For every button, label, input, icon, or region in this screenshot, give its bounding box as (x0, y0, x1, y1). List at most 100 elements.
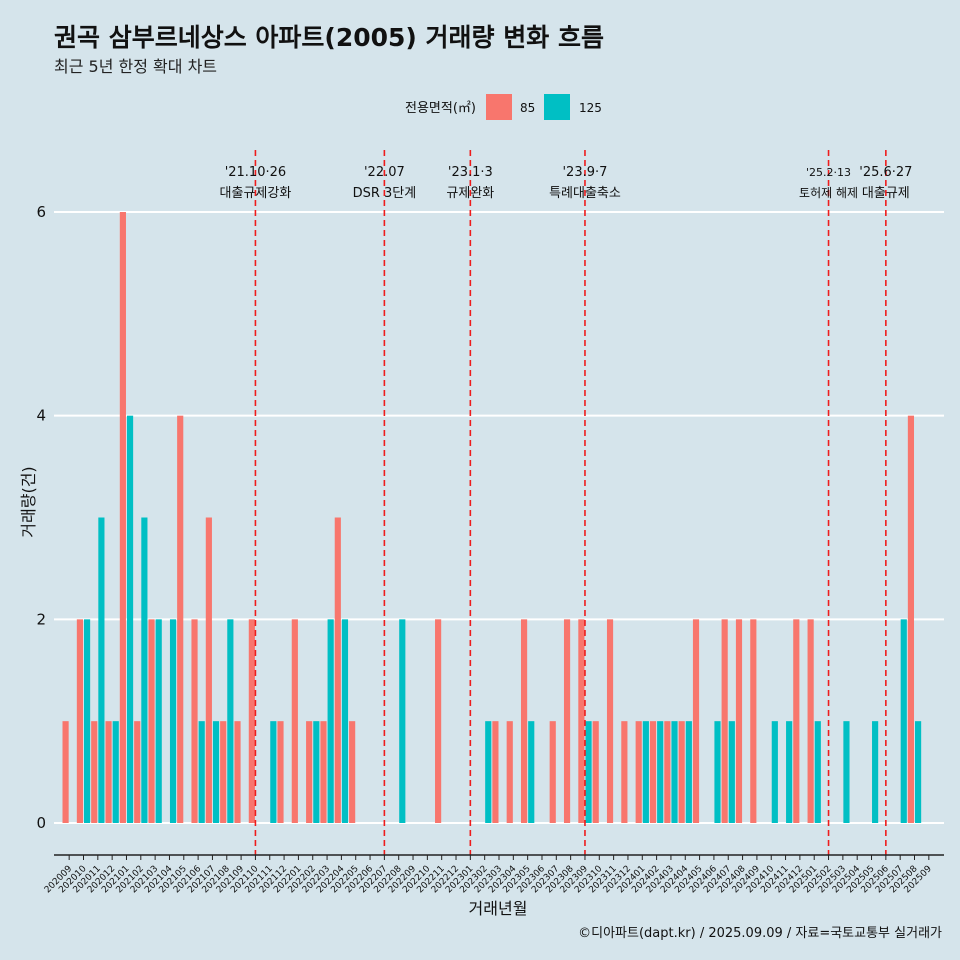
bar-85-202305 (520, 619, 528, 823)
source-caption: ©디아파트(dapt.kr) / 2025.09.09 / 자료=국토교통부 실… (578, 926, 942, 941)
bar-125-202111 (270, 721, 277, 823)
x-axis: 2020092020102020112020122021012021022021… (43, 854, 944, 895)
bar-85-202110 (248, 619, 255, 823)
bar-85-202202 (306, 721, 313, 823)
bar-125-202505 (872, 721, 879, 823)
bar-125-202402 (657, 721, 664, 823)
bar-125-202011 (98, 517, 105, 823)
bar-85-202106 (191, 619, 198, 823)
bar-125-202503 (843, 721, 850, 823)
bar-85-202412 (793, 619, 800, 823)
bar-85-202408 (735, 619, 743, 823)
bars (62, 212, 922, 823)
legend-swatch-85 (486, 94, 512, 120)
bar-85-202009 (62, 721, 69, 823)
bar-85-202012 (105, 721, 112, 823)
bar-85-202304 (506, 721, 513, 823)
bar-125-202406 (714, 721, 721, 823)
bar-85-202308 (563, 619, 571, 823)
bar-85-202109 (234, 721, 241, 823)
bar-125-202102 (141, 517, 148, 823)
bar-125-202010 (83, 619, 91, 823)
bar-85-202108 (220, 721, 227, 823)
bar-85-202309 (578, 619, 585, 823)
bar-85-202107 (205, 517, 212, 823)
bar-125-202104 (169, 619, 177, 823)
bar-125-202302 (485, 721, 492, 823)
event-lines (254, 150, 887, 855)
bar-85-202312 (621, 721, 628, 823)
legend-label-125: 125 (579, 101, 602, 115)
bar-125-202508 (915, 721, 922, 823)
y-tick-label: 6 (36, 203, 46, 221)
y-tick-label: 4 (36, 407, 46, 425)
bar-85-202112 (277, 721, 284, 823)
bar-85-202203 (320, 721, 327, 823)
bar-85-202508 (907, 415, 915, 823)
chart-title: 권곡 삼부르네상스 아파트(2005) 거래량 변화 흐름 (54, 23, 604, 52)
bar-85-202501 (807, 619, 814, 823)
legend-swatch-125 (544, 94, 570, 120)
y-axis-title: 거래량(건) (19, 466, 38, 537)
bar-125-202507 (900, 619, 907, 823)
event-label: 토허제 해제 (799, 186, 858, 200)
bar-125-202404 (685, 721, 692, 823)
bar-125-202305 (528, 721, 535, 823)
bar-125-202411 (786, 721, 793, 823)
bar-85-202204 (334, 517, 341, 823)
legend-title: 전용면적(㎡) (405, 101, 476, 116)
bar-125-202204 (341, 619, 349, 823)
bar-125-202012 (112, 721, 119, 823)
bar-125-202407 (728, 721, 735, 823)
bar-85-202403 (664, 721, 671, 823)
event-date: '23.9·7 (562, 165, 607, 180)
bar-85-202205 (349, 721, 356, 823)
bar-85-202311 (606, 619, 614, 823)
bar-125-202501 (814, 721, 821, 823)
bar-125-202103 (155, 619, 162, 823)
event-date: '23.1·3 (448, 165, 493, 180)
y-tick-label: 0 (36, 814, 46, 832)
event-date: '22.07 (364, 165, 405, 180)
bar-85-202105 (177, 415, 184, 823)
event-label: DSR 3단계 (353, 186, 417, 201)
bar-85-202011 (91, 721, 98, 823)
bar-85-202401 (635, 721, 642, 823)
bar-125-202203 (327, 619, 334, 823)
y-axis: 0 2 4 6 (36, 203, 46, 832)
event-label: 대출규제강화 (220, 186, 292, 201)
bar-85-202010 (76, 619, 83, 823)
bar-85-202407 (721, 619, 728, 823)
legend: 전용면적(㎡) 85 125 (405, 94, 602, 120)
bar-125-202101 (126, 415, 134, 823)
bar-85-202101 (119, 212, 126, 823)
bar-125-202107 (212, 721, 220, 823)
bar-85-202307 (549, 721, 556, 823)
y-tick-label: 2 (36, 610, 46, 628)
bar-85-202201 (291, 619, 298, 823)
event-date: '25.6·27 (859, 165, 912, 180)
x-axis-title: 거래년월 (469, 899, 528, 918)
event-label: 규제완화 (446, 186, 494, 201)
bar-85-202211 (435, 619, 442, 823)
bar-125-202202 (313, 721, 320, 823)
bar-85-202103 (148, 619, 155, 823)
bar-125-202309 (585, 721, 592, 823)
bar-125-202106 (198, 721, 205, 823)
bar-85-202404 (678, 721, 685, 823)
legend-label-85: 85 (520, 101, 535, 115)
bar-125-202208 (399, 619, 406, 823)
bar-125-202410 (771, 721, 778, 823)
event-annotations: '21.10·26 대출규제강화 '22.07 DSR 3단계 '23.1·3 규제완화 '… (220, 165, 913, 201)
bar-85-202310 (592, 721, 599, 823)
bar-85-202402 (649, 721, 657, 823)
bar-125-202108 (227, 619, 234, 823)
event-date: '25.2·13 (806, 166, 851, 179)
chart-subtitle: 최근 5년 한정 확대 차트 (54, 57, 218, 76)
event-label: 특례대출축소 (549, 186, 621, 201)
bar-125-202403 (671, 721, 678, 823)
bar-125-202401 (642, 721, 649, 823)
event-date: '21.10·26 (225, 165, 286, 180)
bar-85-202409 (750, 619, 757, 823)
